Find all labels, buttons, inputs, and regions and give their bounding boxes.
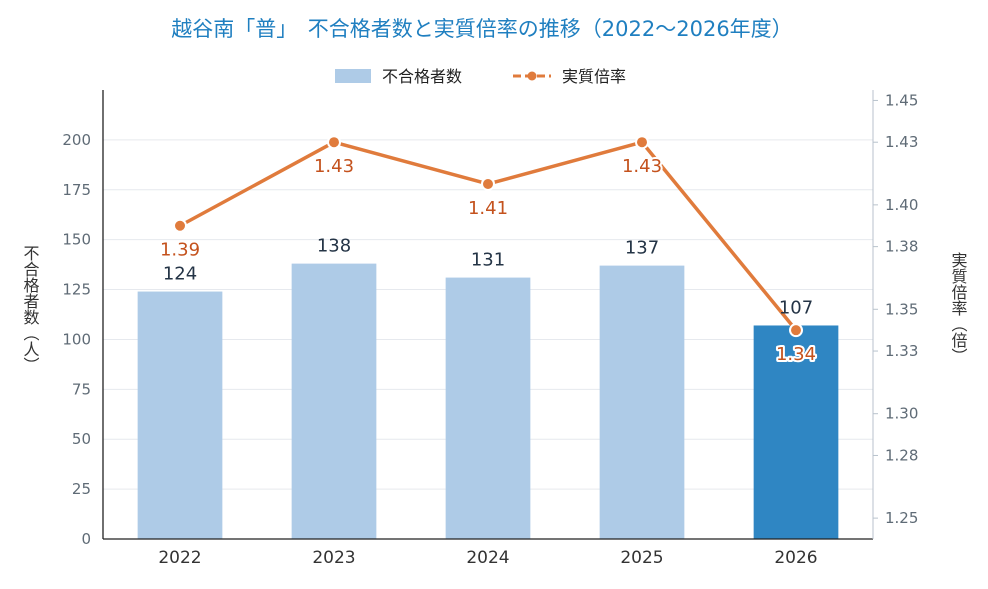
bar-2024 xyxy=(445,277,531,539)
x-tick-2024: 2024 xyxy=(466,548,509,568)
legend-swatch-marker xyxy=(527,71,537,81)
y-tick-right-5: 1.38 xyxy=(885,238,918,256)
y-tick-left-3: 75 xyxy=(72,380,91,398)
y-tick-right-3: 1.33 xyxy=(885,342,918,360)
x-tick-2026: 2026 xyxy=(774,548,817,568)
rate-marker-2026 xyxy=(789,323,803,338)
y-tick-left-8: 200 xyxy=(62,131,91,149)
x-tick-2023: 2023 xyxy=(312,548,355,568)
rate-line xyxy=(173,135,803,338)
y-tick-right-1: 1.28 xyxy=(885,446,918,464)
y-tick-left-2: 50 xyxy=(72,430,91,448)
y-tick-left-0: 0 xyxy=(81,530,91,548)
data-labels: 124 138 131 137 107 1.39 1.43 1.41 1.43 1.34 xyxy=(158,154,818,367)
bar-2026 xyxy=(753,325,839,539)
bar-label-2023: 138 xyxy=(317,236,351,257)
rate-label-2026: 1.34 xyxy=(776,344,816,365)
rate-marker-2025 xyxy=(635,135,649,150)
bar-label-2024: 131 xyxy=(471,250,505,271)
y-tick-right-6: 1.40 xyxy=(885,196,918,214)
rate-marker-2024 xyxy=(481,176,495,191)
axes: 0 25 50 75 100 125 150 175 200 1.25 1.28 1.30 1.33 1.… xyxy=(62,90,918,568)
rate-label-2023: 1.43 xyxy=(314,156,354,177)
y-tick-left-5: 125 xyxy=(62,281,91,299)
rate-marker-2023 xyxy=(327,135,341,150)
chart-title: 越谷南「普」 不合格者数と実質倍率の推移（2022〜2026年度） xyxy=(171,17,792,41)
y-tick-right-4: 1.35 xyxy=(885,300,918,318)
bar-label-2025: 137 xyxy=(625,238,659,259)
bar-2023 xyxy=(291,263,377,539)
legend-swatch-bars xyxy=(335,69,371,83)
legend-label-line: 実質倍率 xyxy=(562,67,626,86)
y-tick-right-7: 1.43 xyxy=(885,133,918,151)
bar-2022 xyxy=(137,291,223,539)
rate-label-2024: 1.41 xyxy=(468,198,508,219)
bar-label-2026: 107 xyxy=(779,297,813,318)
legend: 不合格者数 実質倍率 xyxy=(335,67,626,86)
y-tick-left-7: 175 xyxy=(62,181,91,199)
y-tick-left-6: 150 xyxy=(62,231,91,249)
y-tick-right-2: 1.30 xyxy=(885,405,918,423)
bars xyxy=(137,263,839,539)
rate-marker-2022 xyxy=(173,218,187,233)
rate-label-2025: 1.43 xyxy=(622,156,662,177)
y-tick-left-4: 100 xyxy=(62,330,91,348)
y-tick-right-0: 1.25 xyxy=(885,509,918,527)
y-tick-right-8: 1.45 xyxy=(885,91,918,109)
y-axis-title-left: 不合格者数（人） xyxy=(21,245,40,373)
x-tick-2022: 2022 xyxy=(158,548,201,568)
y-axis-title-right: 実質倍率（倍） xyxy=(949,252,968,364)
rate-label-2022: 1.39 xyxy=(160,240,200,261)
bar-label-2022: 124 xyxy=(163,264,197,285)
bar-2025 xyxy=(599,265,685,539)
legend-label-bars: 不合格者数 xyxy=(382,67,462,86)
x-tick-2025: 2025 xyxy=(620,548,663,568)
y-tick-left-1: 25 xyxy=(72,480,91,498)
